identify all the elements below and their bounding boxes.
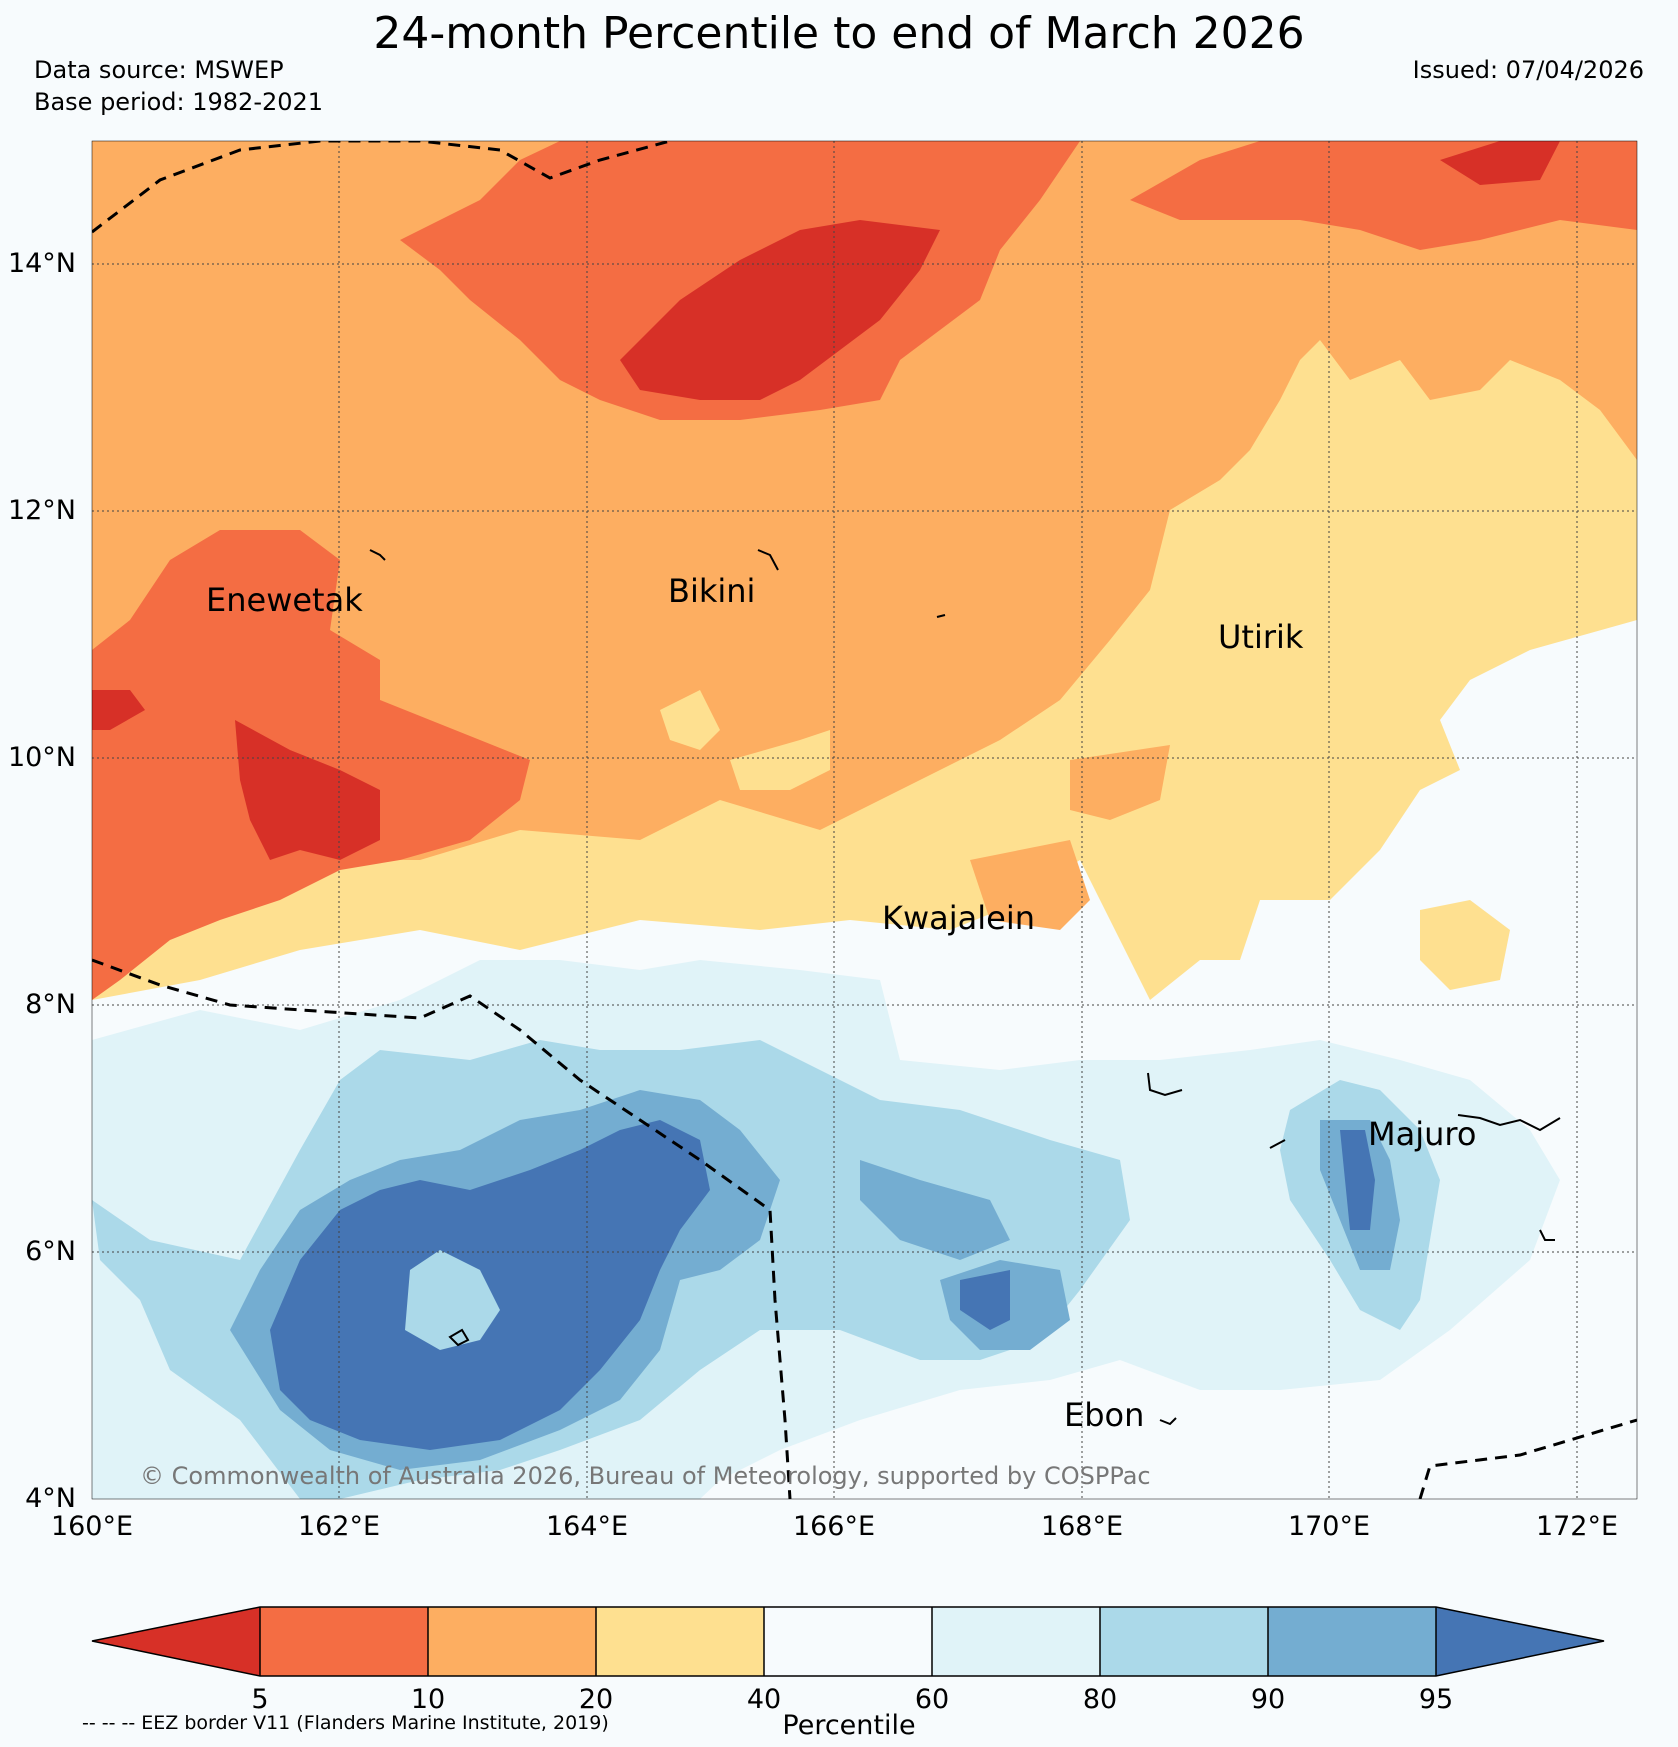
lat-tick-12n: 12°N — [7, 495, 76, 526]
colorbar-tick-60: 60 — [914, 1684, 950, 1715]
colorbar-tick-80: 80 — [1082, 1684, 1118, 1715]
lat-tick-14n: 14°N — [7, 248, 76, 279]
lon-tick-172e: 172°E — [1535, 1511, 1619, 1542]
lat-tick-6n: 6°N — [25, 1236, 76, 1267]
colorbar-tick-95: 95 — [1418, 1684, 1454, 1715]
band-top-blue-region — [270, 1120, 1375, 1450]
lon-tick-164e: 164°E — [545, 1511, 629, 1542]
colorbar-tick-5: 5 — [251, 1684, 269, 1715]
lon-tick-162e: 162°E — [297, 1511, 381, 1542]
place-label-utirik: Utirik — [1218, 618, 1304, 656]
colorbar-tick-10: 10 — [410, 1684, 446, 1715]
band-40-60-patch-east — [1420, 900, 1510, 990]
band-40-60-patch — [660, 690, 830, 790]
eez-border-lines — [92, 141, 1637, 1499]
colorbar-label: Percentile — [782, 1710, 916, 1741]
place-label-majuro: Majuro — [1368, 1115, 1477, 1153]
lon-tick-166e: 166°E — [792, 1511, 876, 1542]
lon-tick-160e: 160°E — [50, 1511, 134, 1542]
lat-tick-10n: 10°N — [7, 742, 76, 773]
colorbar-tick-40: 40 — [746, 1684, 782, 1715]
lat-tick-8n: 8°N — [25, 989, 76, 1020]
issued-date-label: Issued: 07/04/2026 — [1412, 56, 1644, 84]
copyright-notice: © Commonwealth of Australia 2026, Bureau… — [140, 1462, 1151, 1490]
eez-border-note: -- -- -- EEZ border V11 (Flanders Marine… — [82, 1712, 609, 1734]
place-label-enewetak: Enewetak — [206, 581, 363, 619]
graticule — [92, 141, 1637, 1499]
band-5-10-top-region — [620, 141, 1560, 400]
data-source-label: Data source: MSWEP — [34, 56, 284, 84]
map-frame — [91, 140, 1638, 1500]
map-title: 24-month Percentile to end of March 2026 — [373, 8, 1305, 59]
base-period-label: Base period: 1982-2021 — [34, 88, 324, 116]
lon-tick-168e: 168°E — [1040, 1511, 1124, 1542]
place-label-kwajalein: Kwajalein — [882, 899, 1036, 937]
band-20-40-patch — [970, 745, 1170, 930]
band-5-10-left-region — [92, 690, 380, 860]
place-label-ebon: Ebon — [1064, 1396, 1145, 1434]
colorbar-tick-20: 20 — [578, 1684, 614, 1715]
lat-tick-4n: 4°N — [25, 1483, 76, 1514]
atoll-outlines — [369, 549, 1561, 1426]
lon-tick-170e: 170°E — [1287, 1511, 1371, 1542]
place-label-bikini: Bikini — [668, 572, 756, 610]
colorbar-tick-90: 90 — [1250, 1684, 1286, 1715]
inner-pale-spot — [405, 1250, 500, 1350]
